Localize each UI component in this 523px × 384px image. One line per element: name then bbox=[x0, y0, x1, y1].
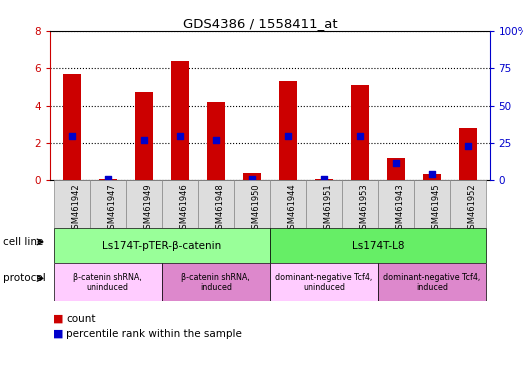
Bar bbox=[243, 173, 261, 180]
Bar bbox=[126, 180, 162, 228]
Text: GSM461946: GSM461946 bbox=[180, 183, 189, 233]
Text: GSM461953: GSM461953 bbox=[360, 183, 369, 233]
Bar bbox=[90, 180, 126, 228]
Bar bbox=[306, 180, 342, 228]
Bar bbox=[162, 263, 270, 301]
Bar bbox=[54, 228, 270, 263]
Text: GSM461945: GSM461945 bbox=[432, 183, 441, 233]
Bar bbox=[270, 263, 378, 301]
Point bbox=[176, 132, 184, 139]
Text: ■: ■ bbox=[53, 314, 63, 324]
Text: percentile rank within the sample: percentile rank within the sample bbox=[66, 329, 242, 339]
Bar bbox=[207, 102, 225, 180]
Text: ■: ■ bbox=[53, 329, 63, 339]
Bar bbox=[423, 174, 441, 180]
Point bbox=[464, 143, 472, 149]
Bar bbox=[351, 85, 369, 180]
Point bbox=[392, 159, 400, 166]
Bar bbox=[135, 91, 153, 180]
Text: dominant-negative Tcf4,
induced: dominant-negative Tcf4, induced bbox=[383, 273, 481, 292]
Point bbox=[104, 176, 112, 182]
Bar bbox=[234, 180, 270, 228]
Text: GSM461942: GSM461942 bbox=[72, 183, 81, 233]
Point bbox=[140, 137, 148, 143]
Text: GSM461948: GSM461948 bbox=[216, 183, 225, 233]
Bar bbox=[171, 61, 189, 180]
Text: GSM461947: GSM461947 bbox=[108, 183, 117, 233]
Bar bbox=[342, 180, 378, 228]
Bar bbox=[387, 158, 405, 180]
Bar bbox=[99, 179, 117, 180]
Bar bbox=[378, 180, 414, 228]
Bar bbox=[54, 180, 90, 228]
Text: Ls174T-pTER-β-catenin: Ls174T-pTER-β-catenin bbox=[102, 241, 221, 251]
Text: GSM461943: GSM461943 bbox=[396, 183, 405, 233]
Text: dominant-negative Tcf4,
uninduced: dominant-negative Tcf4, uninduced bbox=[275, 273, 372, 292]
Point bbox=[212, 137, 220, 143]
Bar bbox=[162, 180, 198, 228]
Bar bbox=[315, 179, 333, 180]
Text: cell line: cell line bbox=[3, 237, 43, 247]
Text: GSM461952: GSM461952 bbox=[468, 183, 477, 233]
Bar bbox=[414, 180, 450, 228]
Bar bbox=[378, 263, 486, 301]
Text: GSM461950: GSM461950 bbox=[252, 183, 261, 233]
Text: GSM461949: GSM461949 bbox=[144, 183, 153, 233]
Bar bbox=[279, 81, 297, 180]
Bar bbox=[54, 263, 162, 301]
Text: GSM461944: GSM461944 bbox=[288, 183, 297, 233]
Text: count: count bbox=[66, 314, 95, 324]
Text: protocol: protocol bbox=[3, 273, 46, 283]
Bar bbox=[450, 180, 486, 228]
Point bbox=[248, 176, 256, 182]
Bar bbox=[270, 180, 306, 228]
Text: β-catenin shRNA,
induced: β-catenin shRNA, induced bbox=[181, 273, 250, 292]
Point bbox=[283, 132, 292, 139]
Bar bbox=[63, 74, 81, 180]
Bar bbox=[459, 128, 477, 180]
Text: GDS4386 / 1558411_at: GDS4386 / 1558411_at bbox=[183, 17, 338, 30]
Text: GSM461951: GSM461951 bbox=[324, 183, 333, 233]
Bar bbox=[270, 228, 486, 263]
Point bbox=[428, 171, 436, 177]
Point bbox=[67, 132, 76, 139]
Point bbox=[356, 132, 364, 139]
Text: β-catenin shRNA,
uninduced: β-catenin shRNA, uninduced bbox=[73, 273, 142, 292]
Point bbox=[320, 176, 328, 182]
Text: Ls174T-L8: Ls174T-L8 bbox=[351, 241, 404, 251]
Bar bbox=[198, 180, 234, 228]
